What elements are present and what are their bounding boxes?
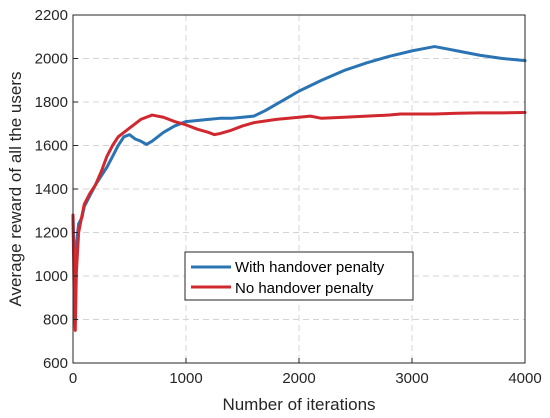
y-tick-label: 1600 (35, 138, 68, 155)
x-tick-label: 1000 (169, 370, 202, 387)
x-tick-label: 2000 (282, 370, 315, 387)
y-tick-label: 800 (43, 312, 68, 329)
y-tick-label: 600 (43, 355, 68, 372)
x-axis-title: Number of iterations (222, 395, 375, 414)
series-line-no-handover (71, 110, 527, 332)
legend-box (184, 251, 414, 301)
legend-label-with-handover: With handover penalty (235, 259, 385, 276)
x-tick-label: 0 (69, 370, 77, 387)
axis-ticks: 0 1000 2000 3000 4000 600 800 1000 1200 1400 1600 1… (35, 7, 542, 387)
x-tick-label: 3000 (395, 370, 428, 387)
legend: With handover penalty No handover penalt… (184, 251, 414, 301)
legend-label-no-handover: No handover penalty (235, 280, 374, 297)
series-lines (71, 45, 527, 332)
y-tick-label: 1200 (35, 225, 68, 242)
y-tick-label: 2000 (35, 51, 68, 68)
y-tick-label: 2200 (35, 7, 68, 24)
y-tick-label: 1800 (35, 94, 68, 111)
y-tick-label: 1000 (35, 268, 68, 285)
x-tick-label: 4000 (508, 370, 541, 387)
y-axis-title: Average reward of all the users (6, 72, 25, 307)
y-tick-label: 1400 (35, 181, 68, 198)
